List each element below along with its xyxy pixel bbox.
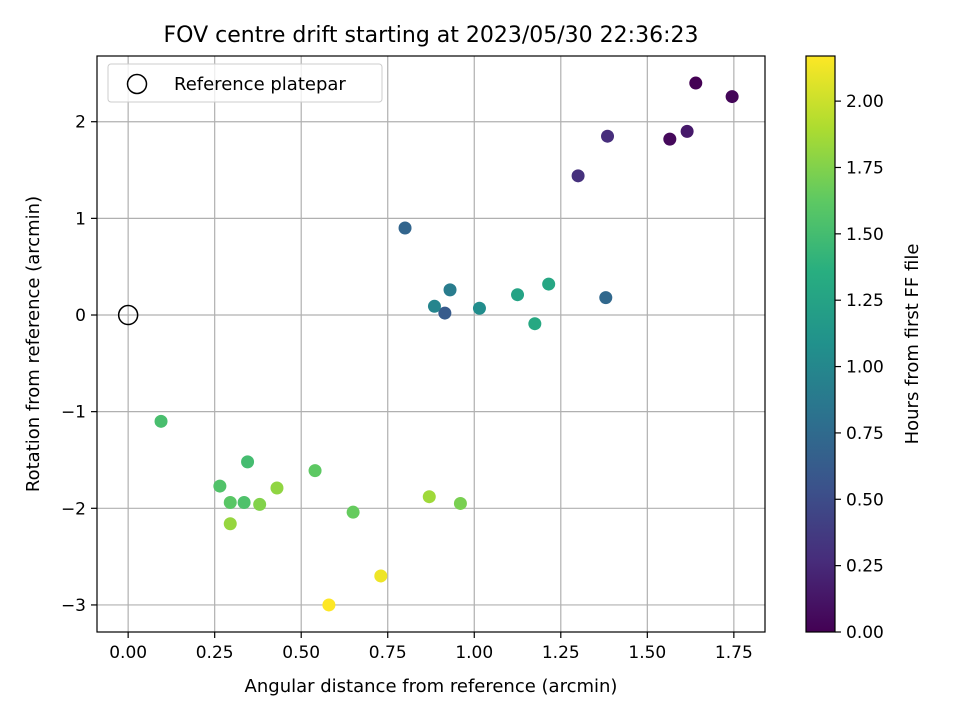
legend: Reference platepar — [107, 63, 383, 103]
colorbar-tick-label: 0.25 — [846, 557, 884, 577]
x-tick-label: 0.00 — [109, 643, 147, 663]
data-point — [422, 490, 436, 504]
data-point — [472, 301, 486, 315]
data-point — [689, 76, 703, 90]
y-tick-label: 0 — [75, 306, 86, 326]
x-tick-label: 1.25 — [542, 643, 580, 663]
colorbar: 0.00 0.25 0.50 0.75 1.00 1.25 1.50 1.75 2.00 Hou… — [805, 55, 923, 643]
data-point — [599, 291, 613, 305]
data-point — [374, 569, 388, 583]
x-tick-label: 1.50 — [628, 643, 666, 663]
data-point — [237, 495, 251, 509]
data-point — [223, 517, 237, 531]
y-tick-label: −3 — [61, 596, 86, 616]
data-point — [438, 306, 452, 320]
data-point — [253, 497, 267, 511]
data-point — [346, 505, 360, 519]
colorbar-ticks: 0.00 0.25 0.50 0.75 1.00 1.25 1.50 1.75 2.00 — [835, 92, 884, 643]
data-point — [223, 495, 237, 509]
data-point — [427, 299, 441, 313]
x-axis-label: Angular distance from reference (arcmin) — [245, 676, 618, 697]
legend-entry: Reference platepar — [174, 74, 346, 95]
colorbar-tick-label: 2.00 — [846, 92, 884, 112]
y-tick-label: 2 — [75, 113, 86, 133]
grid — [97, 56, 765, 632]
colorbar-gradient — [805, 55, 836, 633]
data-points — [117, 76, 739, 612]
data-point — [663, 132, 677, 146]
data-point — [241, 455, 255, 469]
y-tick-label: −1 — [61, 403, 86, 423]
chart-title: FOV centre drift starting at 2023/05/30 … — [164, 23, 699, 48]
data-point — [443, 283, 457, 297]
x-axis-ticks: 0.00 0.25 0.50 0.75 1.00 1.25 1.50 1.75 — [109, 632, 753, 663]
data-point — [308, 464, 322, 478]
x-tick-label: 0.50 — [282, 643, 320, 663]
data-point — [154, 414, 168, 428]
data-point — [542, 277, 556, 291]
data-point — [511, 288, 525, 302]
y-tick-label: −2 — [61, 499, 86, 519]
colorbar-tick-label: 1.75 — [846, 158, 884, 178]
x-tick-label: 0.25 — [196, 643, 234, 663]
data-point — [571, 169, 585, 183]
legend-marker — [126, 73, 148, 95]
data-point — [398, 221, 412, 235]
reference-point — [117, 304, 139, 326]
plot-frame — [96, 55, 766, 633]
x-tick-label: 0.75 — [369, 643, 407, 663]
x-tick-label: 1.75 — [715, 643, 753, 663]
data-point — [453, 496, 467, 510]
colorbar-tick-label: 0.75 — [846, 424, 884, 444]
colorbar-label: Hours from first FF file — [902, 244, 923, 445]
data-point — [680, 124, 694, 138]
data-point — [601, 129, 615, 143]
colorbar-tick-label: 0.00 — [846, 623, 884, 643]
data-point — [270, 481, 284, 495]
y-tick-label: 1 — [75, 209, 86, 229]
x-tick-label: 1.00 — [455, 643, 493, 663]
colorbar-tick-label: 0.50 — [846, 490, 884, 510]
data-point — [213, 479, 227, 493]
colorbar-tick-label: 1.50 — [846, 225, 884, 245]
colorbar-tick-label: 1.25 — [846, 291, 884, 311]
y-axis-ticks: −3 −2 −1 0 1 2 — [61, 113, 97, 616]
legend-box — [107, 63, 383, 103]
y-axis-label: Rotation from reference (arcmin) — [23, 196, 44, 492]
data-point — [725, 90, 739, 104]
data-point — [528, 317, 542, 331]
data-point — [322, 598, 336, 612]
colorbar-tick-label: 1.00 — [846, 358, 884, 378]
